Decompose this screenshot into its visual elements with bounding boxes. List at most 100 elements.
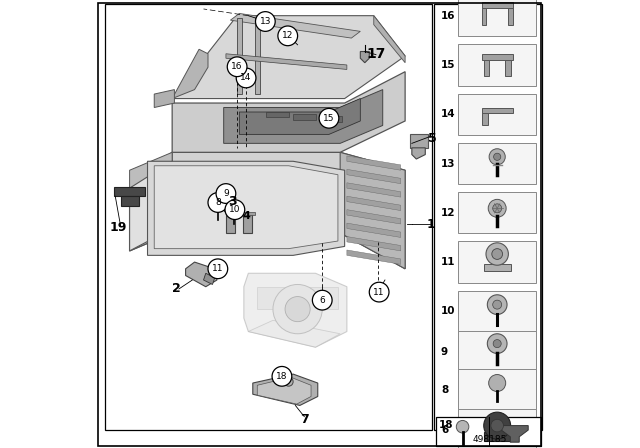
Polygon shape	[253, 374, 317, 405]
Text: 16: 16	[441, 11, 456, 21]
Polygon shape	[374, 16, 405, 63]
Circle shape	[491, 419, 504, 432]
Circle shape	[284, 377, 293, 386]
FancyBboxPatch shape	[458, 44, 536, 86]
Circle shape	[208, 193, 228, 212]
FancyBboxPatch shape	[458, 192, 536, 233]
FancyBboxPatch shape	[458, 331, 536, 372]
Text: 3: 3	[228, 195, 237, 208]
Text: 18: 18	[439, 420, 453, 430]
Text: 9: 9	[441, 347, 448, 357]
Circle shape	[208, 259, 228, 279]
Polygon shape	[129, 152, 172, 188]
Polygon shape	[255, 18, 260, 94]
Polygon shape	[347, 169, 401, 184]
Text: 19: 19	[109, 220, 127, 234]
Polygon shape	[410, 134, 428, 148]
Circle shape	[456, 420, 469, 433]
Circle shape	[213, 198, 222, 207]
Circle shape	[285, 297, 310, 322]
Circle shape	[255, 12, 275, 31]
Circle shape	[493, 300, 502, 309]
Circle shape	[493, 204, 502, 213]
Circle shape	[369, 282, 389, 302]
Circle shape	[487, 334, 507, 353]
Circle shape	[489, 375, 506, 392]
Polygon shape	[129, 152, 405, 269]
Text: 12: 12	[441, 208, 456, 218]
Polygon shape	[172, 49, 208, 99]
Text: 13: 13	[260, 17, 271, 26]
Circle shape	[216, 184, 236, 203]
Text: 18: 18	[276, 372, 287, 381]
Text: 11: 11	[212, 264, 223, 273]
Polygon shape	[484, 60, 489, 76]
Polygon shape	[481, 2, 513, 8]
FancyBboxPatch shape	[458, 94, 536, 135]
Circle shape	[230, 206, 238, 214]
Polygon shape	[186, 262, 217, 287]
Polygon shape	[147, 161, 344, 255]
Circle shape	[236, 68, 256, 88]
Text: 2: 2	[172, 282, 181, 296]
Polygon shape	[221, 204, 239, 207]
Polygon shape	[347, 210, 401, 224]
Circle shape	[312, 290, 332, 310]
Circle shape	[278, 26, 298, 46]
Polygon shape	[244, 273, 347, 347]
FancyBboxPatch shape	[105, 4, 432, 430]
Circle shape	[489, 149, 505, 165]
Circle shape	[319, 108, 339, 128]
Circle shape	[225, 200, 244, 220]
Text: 8: 8	[215, 198, 221, 207]
Circle shape	[227, 57, 247, 77]
Text: 9: 9	[223, 189, 228, 198]
Circle shape	[487, 295, 507, 314]
Text: 6: 6	[441, 425, 448, 435]
Polygon shape	[226, 206, 235, 233]
Polygon shape	[347, 237, 401, 251]
Polygon shape	[223, 90, 383, 143]
Polygon shape	[347, 223, 401, 237]
FancyBboxPatch shape	[458, 0, 536, 36]
Polygon shape	[120, 196, 138, 206]
Text: 16: 16	[232, 62, 243, 71]
Polygon shape	[204, 273, 214, 284]
Polygon shape	[266, 112, 289, 117]
Circle shape	[484, 412, 511, 439]
Polygon shape	[505, 60, 511, 76]
Text: 12: 12	[282, 31, 293, 40]
Polygon shape	[508, 8, 513, 25]
Circle shape	[493, 153, 500, 160]
Polygon shape	[243, 213, 252, 233]
Polygon shape	[129, 152, 172, 251]
Polygon shape	[481, 8, 486, 25]
Text: 10: 10	[229, 205, 241, 214]
Text: 15: 15	[441, 60, 456, 70]
Polygon shape	[412, 148, 425, 159]
Text: 5: 5	[428, 132, 436, 146]
Polygon shape	[237, 18, 243, 94]
Polygon shape	[501, 426, 528, 442]
FancyBboxPatch shape	[458, 369, 536, 410]
FancyBboxPatch shape	[458, 241, 536, 283]
Text: 13: 13	[441, 159, 456, 168]
Text: 6: 6	[319, 296, 325, 305]
Circle shape	[492, 249, 502, 259]
Polygon shape	[320, 116, 342, 122]
Text: 14: 14	[441, 109, 456, 119]
Polygon shape	[347, 183, 401, 197]
Text: 11: 11	[373, 288, 385, 297]
Polygon shape	[257, 377, 311, 404]
Circle shape	[493, 340, 501, 348]
Polygon shape	[172, 72, 405, 152]
Text: 14: 14	[241, 73, 252, 82]
Circle shape	[272, 366, 292, 386]
Polygon shape	[129, 161, 172, 251]
Circle shape	[273, 284, 322, 334]
Polygon shape	[239, 99, 360, 134]
Polygon shape	[484, 432, 511, 441]
Polygon shape	[154, 90, 174, 108]
Polygon shape	[248, 320, 340, 347]
Text: 15: 15	[323, 114, 335, 123]
